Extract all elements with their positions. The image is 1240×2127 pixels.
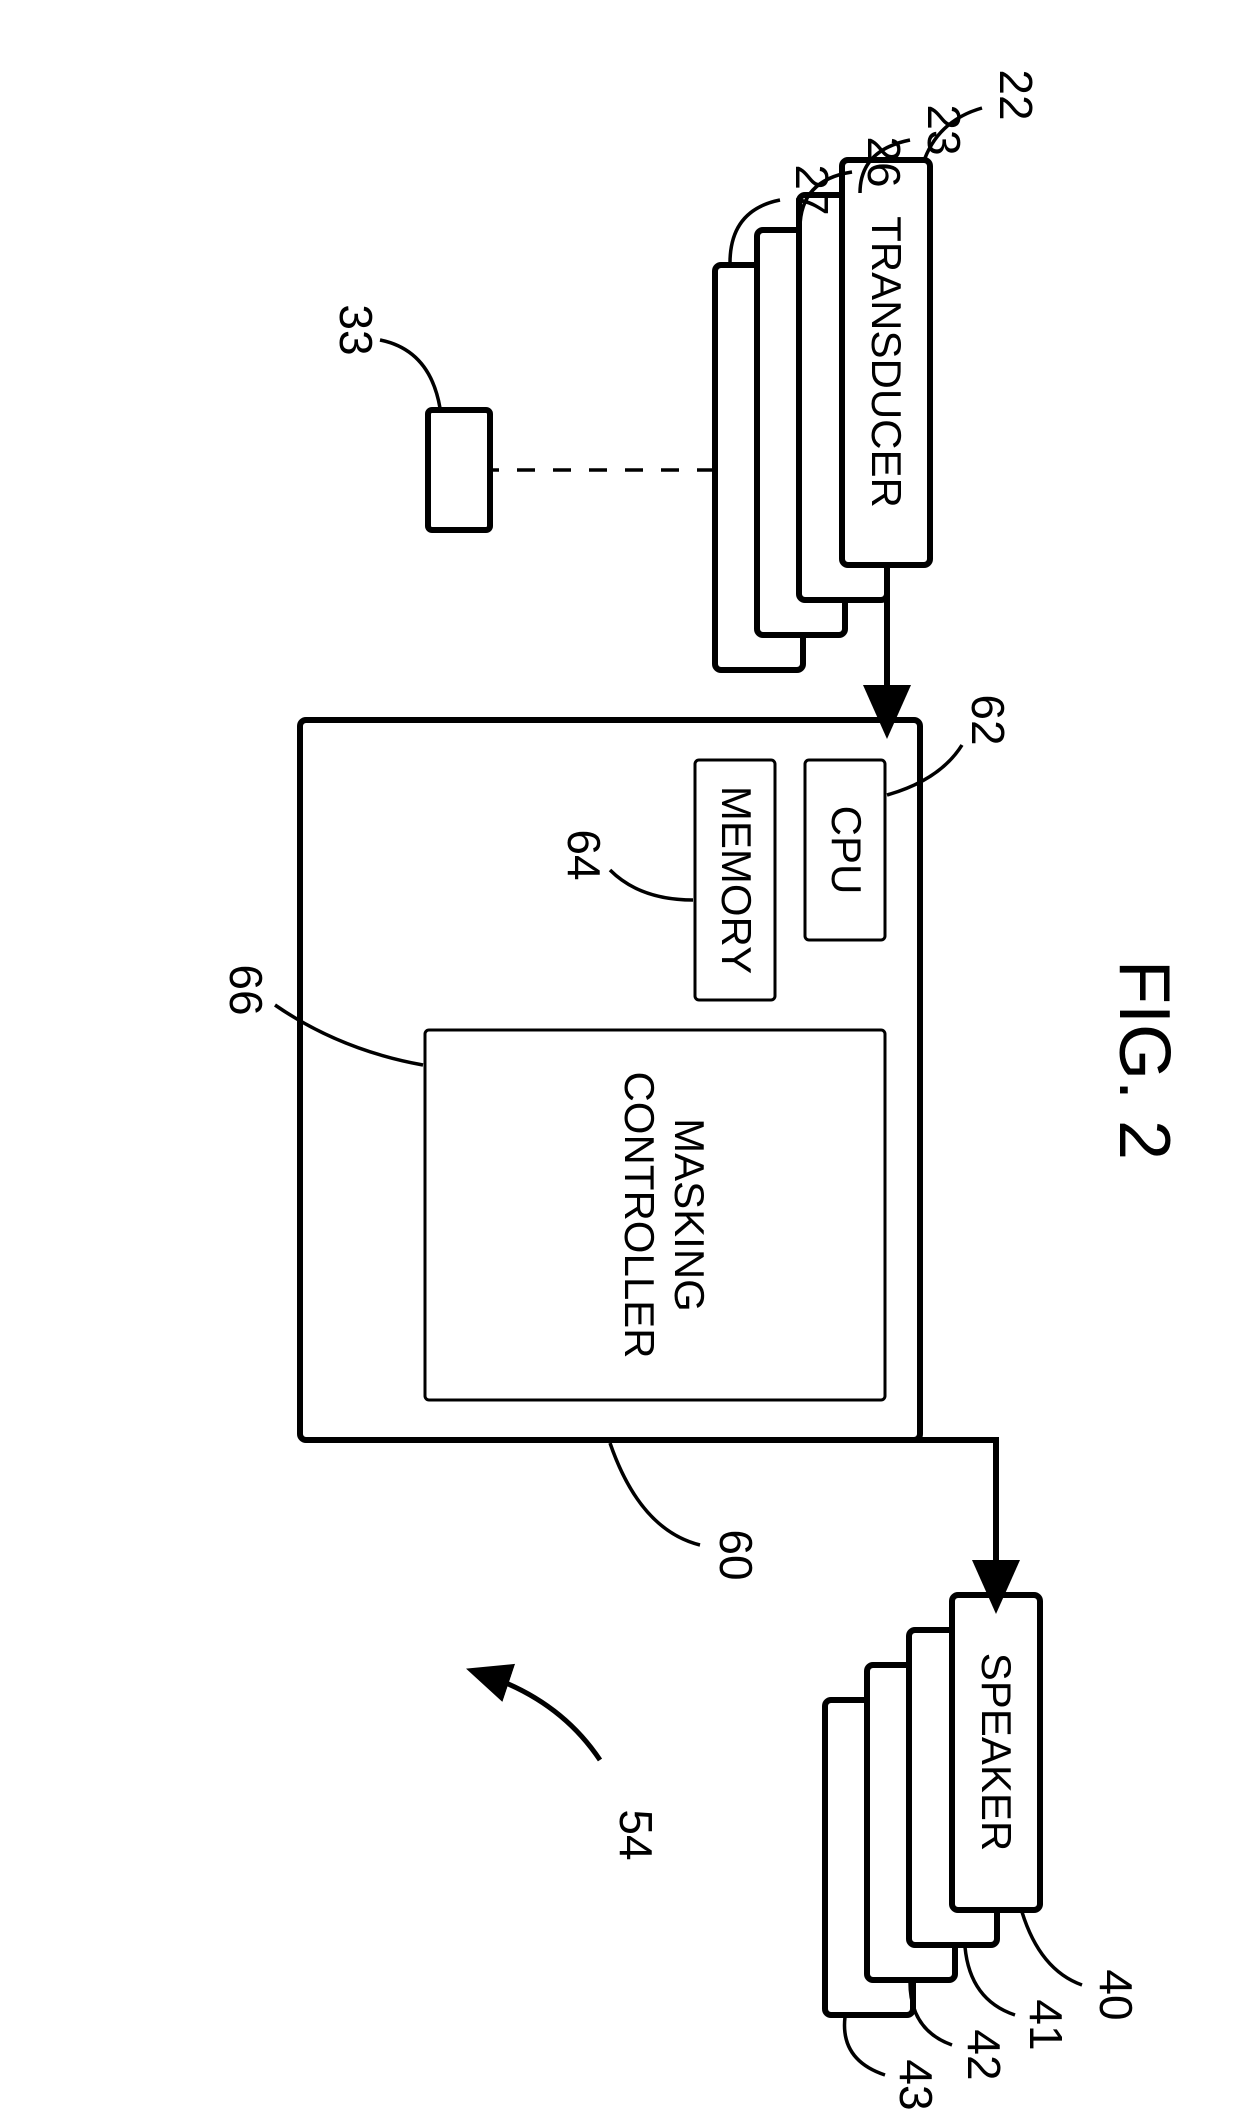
leader-41 xyxy=(965,1947,1015,2015)
refnum-23: 23 xyxy=(918,104,970,155)
leader-43 xyxy=(845,2017,886,2075)
transducer-label: TRANSDUCER xyxy=(863,216,910,508)
refnum-64: 64 xyxy=(558,829,610,880)
masking-controller-label-2: CONTROLLER xyxy=(616,1071,663,1358)
refnum-22: 22 xyxy=(990,69,1042,120)
refnum-27: 27 xyxy=(786,164,838,215)
masking-controller-label-1: MASKING xyxy=(666,1118,713,1312)
leader-42 xyxy=(910,1982,952,2045)
refnum-54: 54 xyxy=(610,1809,662,1860)
refnum-33: 33 xyxy=(330,304,382,355)
refnum-66: 66 xyxy=(220,964,272,1015)
leader-60 xyxy=(610,1443,700,1545)
refnum-43: 43 xyxy=(890,2059,942,2110)
speaker-label: SPEAKER xyxy=(973,1653,1020,1851)
refnum-62: 62 xyxy=(962,694,1014,745)
diagram-svg: FIG. 2 TRANSDUCER 22 23 26 27 33 CPU MEM… xyxy=(0,0,1240,2127)
figure-2-diagram: FIG. 2 TRANSDUCER 22 23 26 27 33 CPU MEM… xyxy=(0,0,1240,2127)
leader-54 xyxy=(485,1675,600,1760)
refnum-42: 42 xyxy=(958,2029,1010,2080)
transducer-extra-block xyxy=(428,410,490,530)
figure-title: FIG. 2 xyxy=(1104,960,1184,1160)
leader-40 xyxy=(1022,1912,1082,1985)
refnum-41: 41 xyxy=(1020,1999,1072,2050)
refnum-26: 26 xyxy=(858,136,910,187)
refnum-40: 40 xyxy=(1090,1969,1142,2020)
refnum-60: 60 xyxy=(710,1529,762,1580)
cpu-label: CPU xyxy=(823,806,870,895)
leader-33 xyxy=(380,340,440,408)
memory-label: MEMORY xyxy=(713,786,760,974)
